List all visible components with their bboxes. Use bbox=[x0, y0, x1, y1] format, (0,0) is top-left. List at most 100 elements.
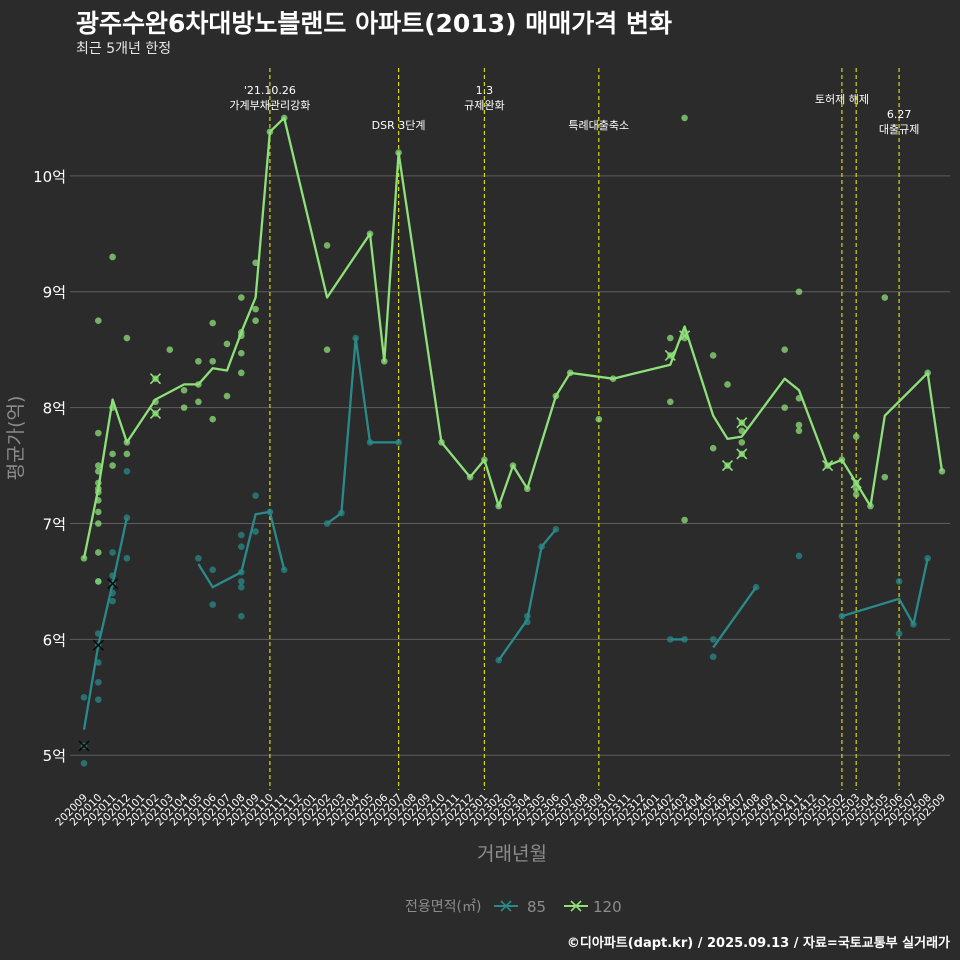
point-85 bbox=[238, 543, 245, 550]
point-120 bbox=[95, 508, 102, 516]
point-120 bbox=[667, 334, 674, 342]
series-line-85 bbox=[82, 517, 129, 730]
point-85 bbox=[252, 528, 259, 535]
series-line-120 bbox=[82, 116, 944, 559]
point-85 bbox=[895, 630, 903, 637]
point-120 bbox=[95, 520, 102, 527]
event-label: 특례대출축소 bbox=[568, 119, 629, 132]
point-120 bbox=[109, 253, 116, 261]
point-85 bbox=[395, 439, 402, 446]
y-tick-label: 9억 bbox=[43, 284, 66, 302]
point-120 bbox=[795, 427, 803, 435]
grid-layer bbox=[70, 175, 950, 756]
point-85 bbox=[924, 554, 931, 562]
point-85 bbox=[795, 552, 803, 560]
point-85 bbox=[80, 694, 88, 701]
cancelled-marker-120 bbox=[149, 373, 162, 385]
point-85 bbox=[280, 566, 288, 574]
y-tick-label: 5억 bbox=[43, 747, 66, 765]
point-120 bbox=[95, 578, 102, 585]
series-line-85 bbox=[841, 558, 929, 626]
point-120 bbox=[252, 259, 259, 267]
point-85 bbox=[238, 612, 245, 620]
point-85 bbox=[252, 492, 259, 499]
cancelled-marker-120 bbox=[822, 459, 834, 472]
point-85 bbox=[109, 549, 116, 556]
point-85 bbox=[709, 636, 717, 643]
cancelled-marker-120 bbox=[850, 477, 862, 489]
point-120 bbox=[123, 450, 131, 458]
point-85 bbox=[95, 678, 102, 686]
point-120 bbox=[323, 242, 331, 249]
point-120 bbox=[109, 462, 116, 469]
point-120 bbox=[795, 288, 803, 296]
legend-title: 전용면적(㎡) bbox=[405, 899, 481, 915]
cancelled-marker-120 bbox=[736, 448, 748, 460]
point-120 bbox=[109, 450, 116, 458]
axis-layer: 거래년월 평균가(억) 5억6억7억8억9억10억202009202010202… bbox=[5, 168, 948, 865]
point-120 bbox=[180, 386, 188, 394]
y-tick-label: 6억 bbox=[43, 631, 66, 649]
point-120 bbox=[681, 516, 688, 524]
point-85 bbox=[123, 514, 131, 521]
cancelled-marker-120 bbox=[664, 349, 676, 362]
chart-title: 광주수완6차대방노블랜드 아파트(2013) 매매가격 변화 bbox=[76, 9, 672, 38]
series-line-85 bbox=[197, 510, 286, 589]
point-85 bbox=[123, 468, 131, 475]
cancelled-marker-85 bbox=[107, 578, 119, 590]
point-120 bbox=[667, 398, 674, 406]
credit-text: ©디아파트(dapt.kr) / 2025.09.13 / 자료=국토교통부 실… bbox=[566, 936, 950, 951]
point-85 bbox=[209, 566, 216, 574]
point-120 bbox=[781, 404, 788, 411]
cancelled-marker-85 bbox=[78, 740, 90, 752]
y-tick-label: 8억 bbox=[43, 400, 66, 418]
point-120 bbox=[938, 468, 946, 475]
point-120 bbox=[881, 473, 889, 481]
point-120 bbox=[223, 392, 231, 400]
point-120 bbox=[209, 357, 216, 365]
series-line-85 bbox=[326, 336, 399, 525]
point-120 bbox=[709, 352, 717, 359]
point-120 bbox=[709, 444, 717, 452]
legend: 전용면적(㎡) 85 120 bbox=[405, 898, 622, 916]
cancelled-marker-120 bbox=[149, 407, 162, 419]
event-label: 대출규제 bbox=[879, 123, 919, 136]
point-120 bbox=[166, 346, 174, 353]
point-120 bbox=[223, 340, 231, 348]
point-85 bbox=[95, 696, 102, 703]
point-120 bbox=[95, 549, 102, 556]
point-120 bbox=[180, 404, 188, 411]
point-120 bbox=[595, 415, 603, 423]
point-120 bbox=[781, 346, 788, 353]
point-85 bbox=[238, 531, 245, 539]
event-label: 1.3 bbox=[476, 84, 494, 97]
point-120 bbox=[95, 462, 102, 469]
point-120 bbox=[738, 439, 746, 446]
point-85 bbox=[238, 578, 245, 585]
point-120 bbox=[238, 369, 245, 377]
point-120 bbox=[795, 421, 803, 429]
y-tick-label: 10억 bbox=[33, 168, 66, 186]
point-120 bbox=[195, 398, 202, 406]
event-label: 6.27 bbox=[887, 108, 912, 121]
point-120 bbox=[724, 381, 731, 388]
series-line-85 bbox=[712, 586, 758, 649]
point-85 bbox=[238, 583, 245, 591]
point-120 bbox=[95, 317, 102, 325]
event-label: '21.10.26 bbox=[244, 84, 296, 97]
point-120 bbox=[209, 415, 216, 423]
cancelled-marker-85 bbox=[92, 639, 104, 651]
series-line-85 bbox=[497, 528, 557, 661]
point-120 bbox=[881, 294, 889, 301]
cancelled-marker-120 bbox=[736, 417, 748, 429]
point-85 bbox=[709, 653, 717, 661]
point-120 bbox=[252, 305, 259, 313]
point-120 bbox=[852, 433, 860, 440]
point-120 bbox=[209, 319, 216, 327]
chart-subtitle: 최근 5개년 한정 bbox=[76, 41, 172, 57]
point-85 bbox=[109, 597, 116, 605]
point-120 bbox=[681, 114, 688, 122]
event-label: 가계부채관리강화 bbox=[229, 99, 310, 112]
